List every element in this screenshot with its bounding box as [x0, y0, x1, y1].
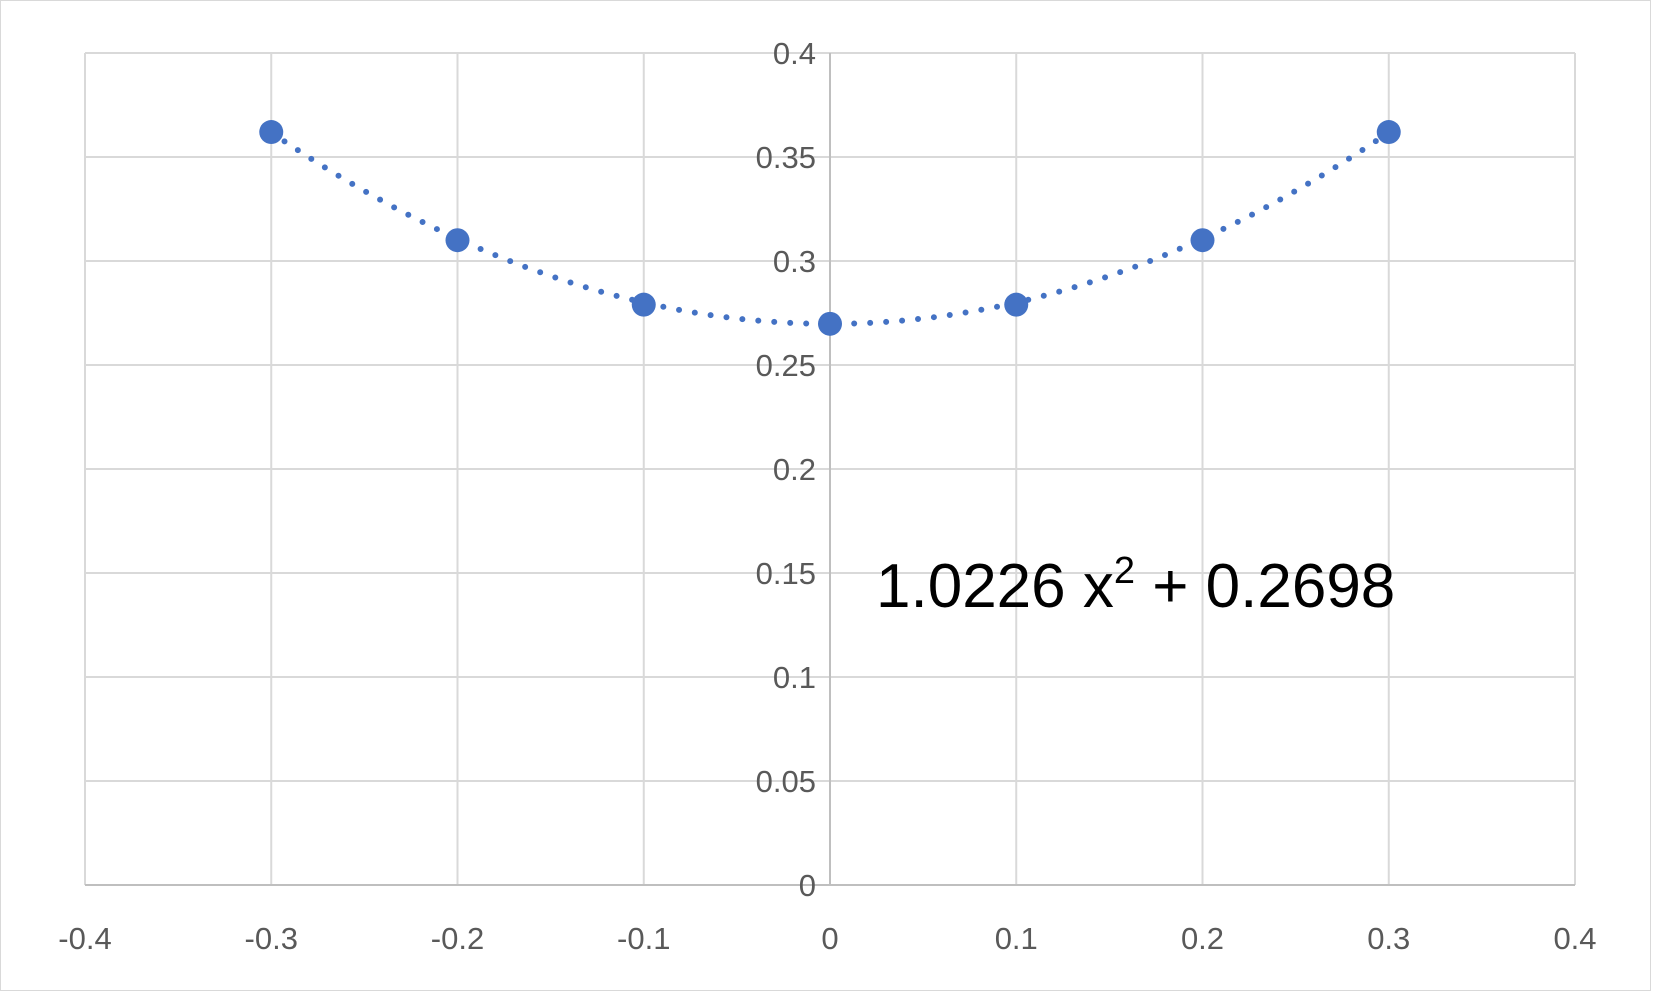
y-tick-label: 0.3 — [773, 244, 816, 279]
equation-constant: + 0.2698 — [1135, 552, 1395, 621]
data-point — [445, 228, 470, 253]
data-point — [1004, 292, 1029, 317]
x-tick-label: 0 — [821, 921, 838, 956]
equation-exponent: 2 — [1114, 550, 1135, 592]
data-points — [259, 120, 1401, 336]
data-point — [259, 120, 284, 145]
equation-coefficient: 1.0226 x — [876, 552, 1114, 621]
x-tick-label: 0.1 — [995, 921, 1038, 956]
data-point — [1190, 228, 1215, 253]
axes — [85, 53, 1575, 886]
y-tick-label: 0.25 — [756, 348, 816, 383]
y-tick-labels: 0 0.05 0.1 0.15 0.2 0.25 0.3 0.35 0.4 — [756, 36, 816, 903]
trendline-equation: 1.0226 x2 + 0.2698 — [876, 550, 1395, 621]
y-tick-label: 0.35 — [756, 140, 816, 175]
data-point — [631, 292, 656, 317]
y-tick-label: 0 — [799, 868, 816, 903]
x-tick-labels: -0.4 -0.3 -0.2 -0.1 0 0.1 0.2 0.3 0.4 — [58, 921, 1596, 956]
y-tick-label: 0.1 — [773, 660, 816, 695]
y-tick-label: 0.15 — [756, 556, 816, 591]
x-tick-label: 0.2 — [1181, 921, 1224, 956]
x-tick-label: -0.2 — [431, 921, 484, 956]
y-tick-label: 0.2 — [773, 452, 816, 487]
x-tick-label: -0.4 — [58, 921, 111, 956]
data-point — [1376, 120, 1401, 145]
y-tick-label: 0.4 — [773, 36, 816, 71]
data-point — [818, 311, 842, 336]
x-tick-label: 0.3 — [1367, 921, 1410, 956]
x-tick-label: -0.1 — [617, 921, 670, 956]
x-tick-label: 0.4 — [1553, 921, 1596, 956]
x-tick-label: -0.3 — [245, 921, 298, 956]
y-tick-label: 0.05 — [756, 764, 816, 799]
